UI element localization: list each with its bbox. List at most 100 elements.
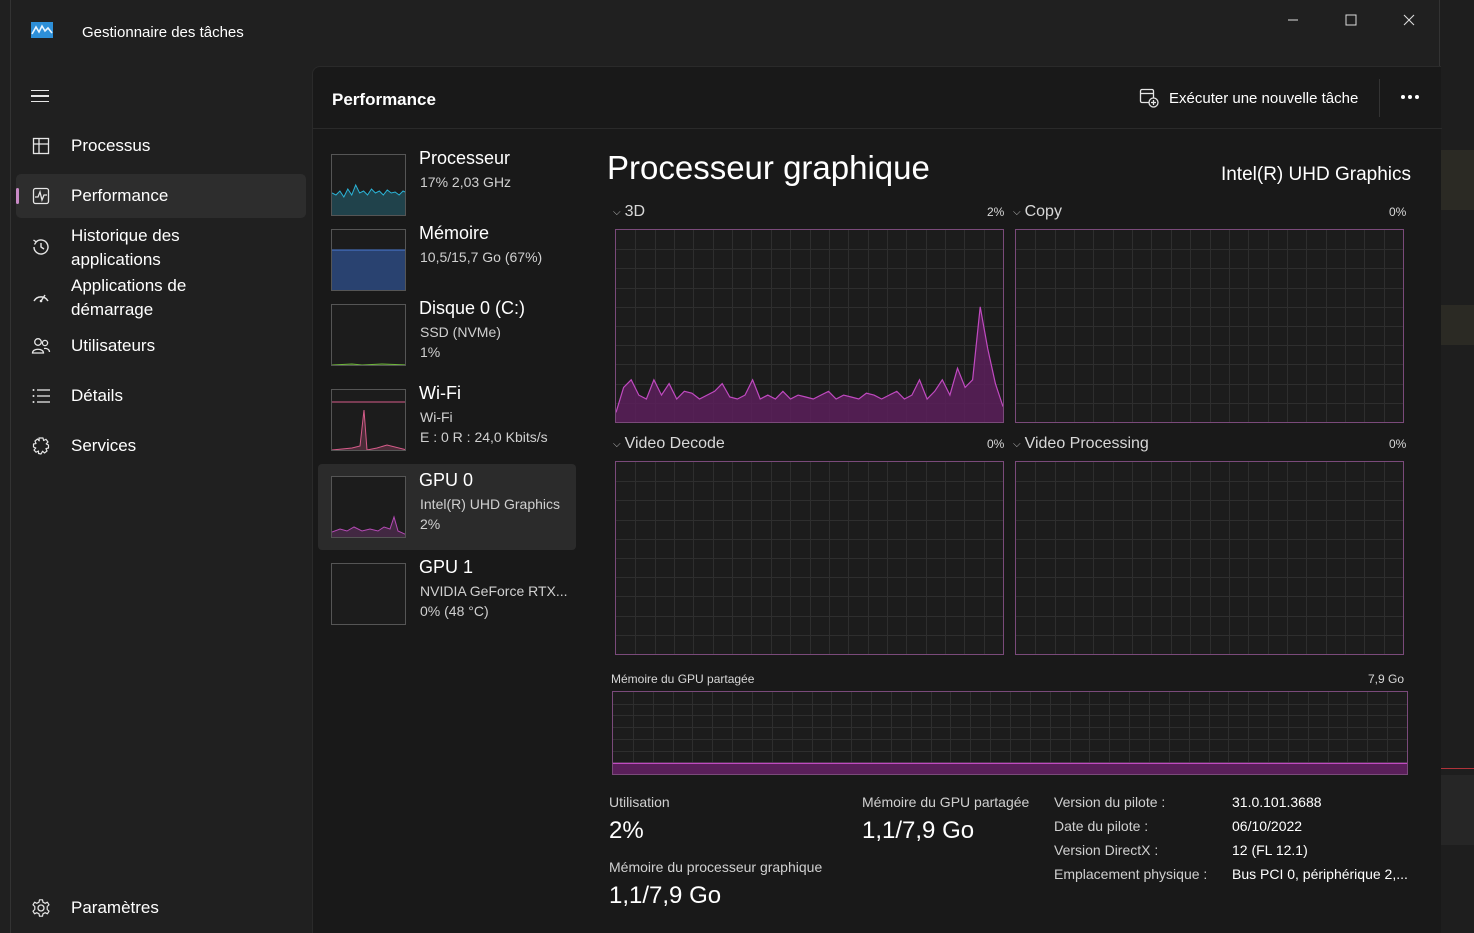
device-item-gpu1[interactable]: GPU 1 NVIDIA GeForce RTX... 0% (48 °C)	[318, 551, 576, 637]
sidebar-item-label: Applications de démarrage	[71, 276, 187, 319]
engine-copy-graph	[1015, 229, 1404, 423]
services-icon	[30, 435, 52, 457]
device-thumbnail-graph	[331, 389, 406, 451]
device-thumbnail-graph	[331, 154, 406, 216]
device-name: GPU 1	[419, 557, 474, 577]
gpu-memory-value: 1,1/7,9 Go	[609, 882, 722, 909]
device-detail-line-2: 2%	[420, 516, 441, 532]
device-name: GPU 0	[419, 470, 474, 490]
window-title: Gestionnaire des tâches	[82, 24, 244, 41]
settings-icon	[30, 897, 52, 919]
sidebar-item-label: Processus	[71, 136, 151, 155]
sidebar-item-performance[interactable]: Performance	[16, 174, 306, 218]
sidebar-item-demarrage[interactable]: Applications de démarrage	[16, 274, 306, 320]
driver-version-label: Version du pilote :	[1054, 794, 1166, 810]
physical-location-label: Emplacement physique :	[1054, 866, 1208, 882]
processes-icon	[30, 135, 52, 157]
sidebar-item-label: Services	[71, 436, 137, 455]
sidebar-item-details[interactable]: Détails	[16, 374, 306, 418]
engine-3d-graph	[615, 229, 1004, 423]
device-detail-line-2: E : 0 R : 24,0 Kbits/s	[420, 429, 548, 445]
driver-date-label: Date du pilote :	[1054, 818, 1149, 834]
device-name: Wi-Fi	[419, 383, 461, 403]
sidebar-item-parametres[interactable]: Paramètres	[16, 886, 306, 930]
device-detail-line-1: SSD (NVMe)	[420, 324, 501, 340]
engine-3d-dropdown[interactable]: ⌵ 3D	[613, 203, 645, 221]
device-detail-line-1: 10,5/15,7 Go (67%)	[420, 249, 543, 265]
device-item-memoire[interactable]: Mémoire 10,5/15,7 Go (67%)	[318, 217, 576, 303]
engine-video-decode-label: Video Decode	[624, 435, 725, 452]
device-item-gpu0[interactable]: GPU 0 Intel(R) UHD Graphics 2%	[318, 464, 576, 550]
device-item-processeur[interactable]: Processeur 17% 2,03 GHz	[318, 142, 576, 228]
sidebar-item-label: Utilisateurs	[71, 336, 156, 355]
users-icon	[30, 335, 52, 357]
history-icon	[30, 236, 52, 258]
chevron-down-icon: ⌵	[1013, 206, 1021, 218]
device-thumbnail-graph	[331, 563, 406, 625]
chevron-down-icon: ⌵	[1013, 438, 1021, 450]
background-window-edge-right	[1440, 0, 1474, 933]
utilisation-label: Utilisation	[609, 794, 670, 810]
engine-3d-percent: 2%	[987, 205, 1005, 219]
startup-icon	[30, 286, 52, 308]
sidebar-item-label: Détails	[71, 386, 123, 405]
more-options-button[interactable]	[1395, 83, 1425, 111]
sidebar-item-utilisateurs[interactable]: Utilisateurs	[16, 324, 306, 368]
engine-video-processing-label: Video Processing	[1024, 435, 1149, 452]
shared-gpu-memory-label: Mémoire du GPU partagée	[862, 794, 1030, 810]
engine-video-decode-graph	[615, 461, 1004, 655]
panel-header: Performance Exécuter une nouvelle tâche	[313, 67, 1442, 129]
hamburger-menu-icon[interactable]	[31, 86, 51, 106]
close-icon	[1403, 14, 1415, 26]
engine-video-processing-graph	[1015, 461, 1404, 655]
sidebar-item-processus[interactable]: Processus	[16, 124, 306, 168]
details-icon	[30, 385, 52, 407]
device-detail-line-2: 1%	[420, 344, 441, 360]
task-manager-window: Gestionnaire des tâches Processus Perfor…	[10, 0, 1442, 933]
sidebar-item-services[interactable]: Services	[16, 424, 306, 468]
device-detail-line-1: Intel(R) UHD Graphics	[420, 496, 561, 512]
chevron-down-icon: ⌵	[613, 206, 621, 218]
performance-icon	[30, 185, 52, 207]
directx-version-label: Version DirectX :	[1054, 842, 1159, 858]
device-detail-line-1: NVIDIA GeForce RTX...	[420, 583, 568, 599]
driver-version-value: 31.0.101.3688	[1232, 794, 1322, 810]
minimize-button[interactable]	[1264, 6, 1322, 34]
sidebar-item-label: Paramètres	[71, 898, 159, 917]
run-new-task-label: Exécuter une nouvelle tâche	[1169, 89, 1359, 107]
engine-3d-label: 3D	[624, 203, 646, 220]
shared-memory-graph-max: 7,9 Go	[1368, 672, 1405, 686]
device-item-disque[interactable]: Disque 0 (C:) SSD (NVMe) 1%	[318, 292, 576, 378]
engine-video-processing-dropdown[interactable]: ⌵ Video Processing	[1013, 435, 1149, 453]
shared-memory-graph-label: Mémoire du GPU partagée	[611, 672, 755, 686]
device-item-wifi[interactable]: Wi-Fi Wi-Fi E : 0 R : 24,0 Kbits/s	[318, 377, 576, 463]
device-thumbnail-graph	[331, 229, 406, 291]
maximize-icon	[1345, 14, 1357, 26]
engine-video-decode-percent: 0%	[987, 437, 1005, 451]
gpu-memory-label: Mémoire du processeur graphique	[609, 859, 823, 875]
device-name: Processeur	[419, 148, 511, 168]
engine-copy-label: Copy	[1024, 203, 1062, 220]
close-button[interactable]	[1380, 6, 1438, 34]
gpu-model-name: Intel(R) UHD Graphics	[1220, 164, 1411, 185]
page-title: Performance	[332, 90, 436, 109]
sidebar-item-label: Performance	[71, 186, 169, 205]
directx-version-value: 12 (FL 12.1)	[1232, 842, 1308, 858]
device-detail-line-1: 17% 2,03 GHz	[420, 174, 512, 190]
utilisation-value: 2%	[609, 817, 644, 844]
task-manager-app-icon	[31, 22, 53, 38]
run-new-task-button[interactable]: Exécuter une nouvelle tâche	[1139, 86, 1358, 110]
background-window-edge	[0, 0, 10, 933]
engine-copy-percent: 0%	[1389, 205, 1407, 219]
engine-copy-dropdown[interactable]: ⌵ Copy	[1013, 203, 1062, 221]
device-thumbnail-graph	[331, 304, 406, 366]
performance-panel: Performance Exécuter une nouvelle tâche …	[312, 66, 1442, 933]
engine-video-decode-dropdown[interactable]: ⌵ Video Decode	[613, 435, 725, 453]
driver-date-value: 06/10/2022	[1232, 818, 1303, 834]
sidebar-item-historique[interactable]: Historique des applications	[16, 224, 306, 270]
chevron-down-icon: ⌵	[613, 438, 621, 450]
device-name: Mémoire	[419, 223, 490, 243]
header-divider	[1379, 79, 1380, 117]
shared-memory-graph	[612, 691, 1408, 775]
maximize-button[interactable]	[1322, 6, 1380, 34]
